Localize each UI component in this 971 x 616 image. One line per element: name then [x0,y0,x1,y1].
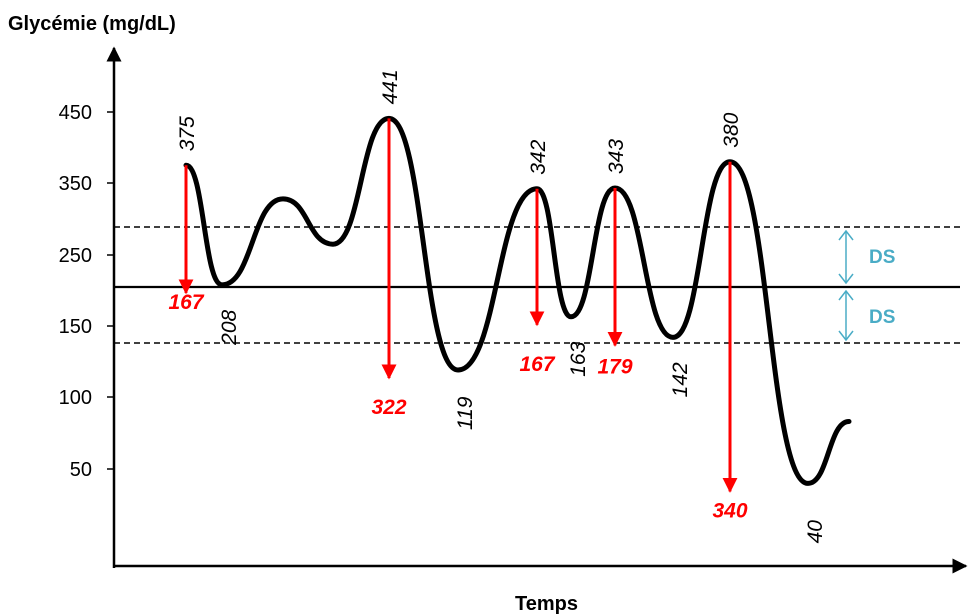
y-tick-label: 250 [59,245,92,267]
y-tick-label: 350 [59,173,92,195]
excursion-value-label: 340 [712,499,747,522]
peak-value-label: 375 [176,116,199,151]
excursion-value-label: 167 [519,353,555,376]
y-tick-label: 450 [59,102,92,124]
excursion-value-label: 179 [597,355,632,378]
sd-upper-arrow [838,229,854,285]
glycemia-curve [183,115,852,486]
peak-value-label: 342 [527,139,550,174]
sd-lower-arrow [838,289,854,342]
sd-lower-label: DS [869,307,895,328]
x-axis-label: Temps [515,593,578,615]
y-tick-label: 100 [59,387,92,409]
y-tick-label: 150 [59,316,92,338]
trough-value-label: 119 [454,396,477,430]
excursion-value-label: 322 [371,396,406,419]
y-tick-label: 50 [70,459,92,481]
peak-value-label: 441 [379,69,402,104]
sd-upper-label: DS [869,247,895,268]
trough-value-label: 40 [804,520,827,544]
trough-value-label: 208 [218,309,241,345]
excursion-value-label: 167 [168,291,204,314]
y-axis-label: Glycémie (mg/dL) [8,13,176,35]
trough-value-label: 163 [567,341,590,376]
peak-value-label: 343 [605,139,628,174]
trough-value-label: 142 [669,362,692,397]
peak-value-label: 380 [720,112,743,147]
